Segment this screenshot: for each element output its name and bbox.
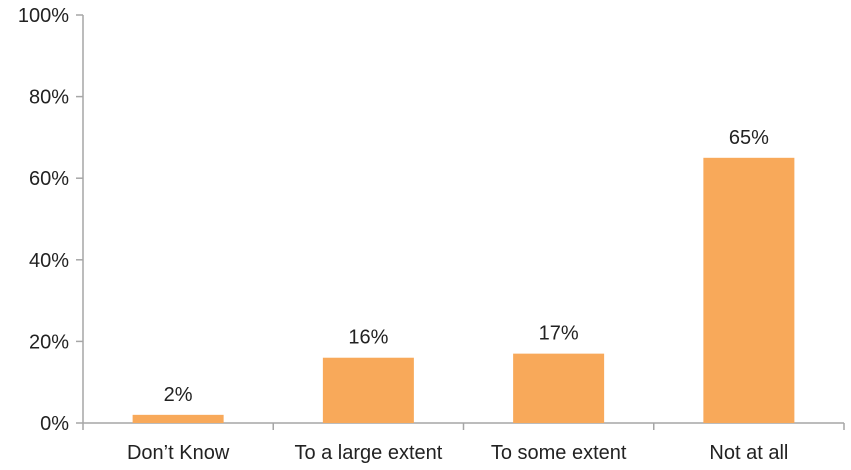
category-label-0: Don’t Know <box>127 442 230 464</box>
y-tick-label: 20% <box>29 331 69 353</box>
bar-1 <box>322 357 414 423</box>
y-tick-label: 80% <box>29 87 69 109</box>
data-labels: 2% 16% 17% 65% <box>164 127 769 406</box>
y-axis: 0% 20% 40% 60% 80% 100% <box>18 5 84 435</box>
y-tick-label: 60% <box>29 168 69 190</box>
category-label-3: Not at all <box>709 442 788 464</box>
bar-series <box>132 157 795 424</box>
y-tick-label: 0% <box>40 413 69 435</box>
data-label-0: 2% <box>164 384 193 406</box>
category-label-2: To some extent <box>491 442 627 464</box>
bar-2 <box>513 353 605 423</box>
bar-0 <box>132 414 224 423</box>
x-axis: Don’t Know To a large extent To some exten… <box>82 422 845 464</box>
y-tick-label: 100% <box>18 5 69 27</box>
y-tick-label: 40% <box>29 250 69 272</box>
bar-3 <box>703 157 795 424</box>
category-label-1: To a large extent <box>294 442 442 464</box>
data-label-1: 16% <box>348 327 388 349</box>
data-label-3: 65% <box>729 127 769 149</box>
data-label-2: 17% <box>539 323 579 345</box>
